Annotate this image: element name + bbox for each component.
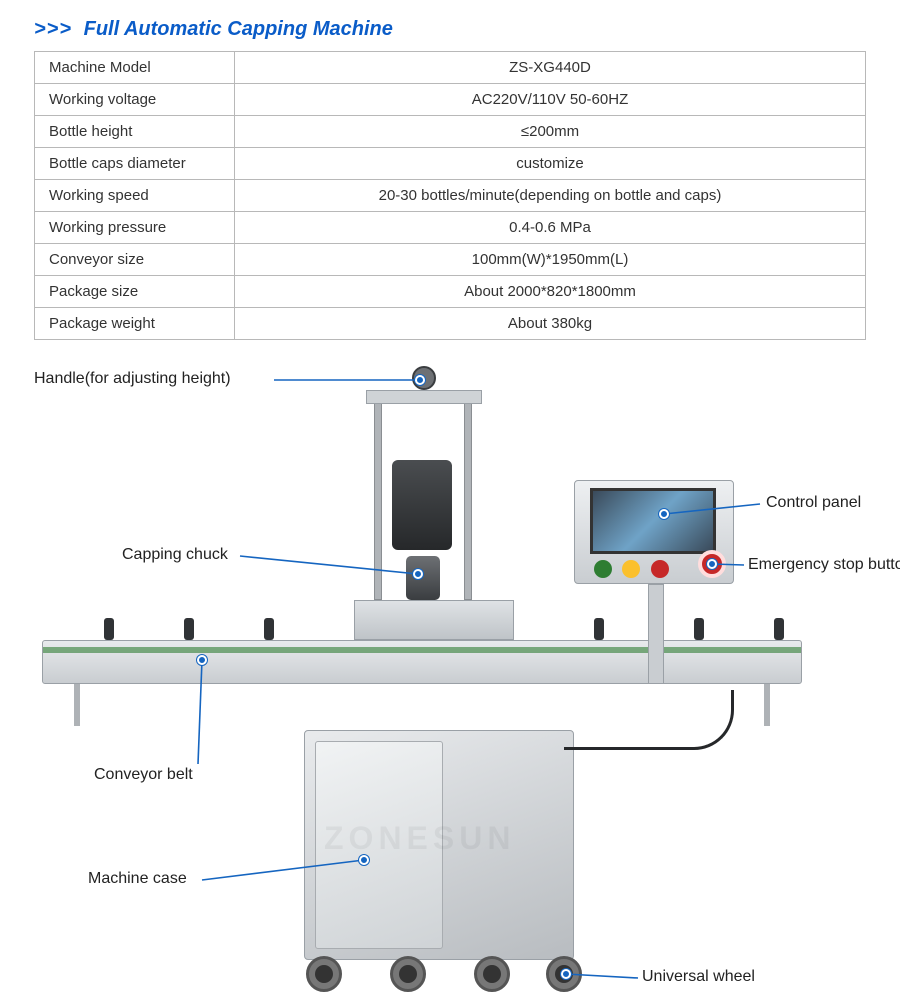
guide-knob [774, 618, 784, 640]
callout-label-case: Machine case [88, 870, 187, 888]
callout-dot-chuck [413, 569, 423, 579]
conveyor-leg [74, 684, 80, 726]
callout-dot-conveyor [197, 655, 207, 665]
column-plate [354, 600, 514, 640]
spec-value: customize [235, 148, 866, 180]
machine-case-shape [304, 730, 574, 960]
spec-table: Machine ModelZS-XG440D Working voltageAC… [34, 51, 866, 340]
spec-value: About 380kg [235, 308, 866, 340]
spec-value: AC220V/110V 50-60HZ [235, 84, 866, 116]
spec-label: Bottle height [35, 116, 235, 148]
spec-label: Working pressure [35, 212, 235, 244]
table-row: Package sizeAbout 2000*820*1800mm [35, 276, 866, 308]
frame-top-bar [366, 390, 482, 404]
table-row: Bottle caps diametercustomize [35, 148, 866, 180]
heading-arrows: >>> [34, 18, 72, 40]
table-row: Package weightAbout 380kg [35, 308, 866, 340]
table-row: Working speed20-30 bottles/minute(depend… [35, 180, 866, 212]
callout-dot-estop [707, 559, 717, 569]
callout-label-wheel: Universal wheel [642, 968, 755, 986]
spec-label: Conveyor size [35, 244, 235, 276]
table-row: Working voltageAC220V/110V 50-60HZ [35, 84, 866, 116]
table-row: Bottle height≤200mm [35, 116, 866, 148]
callout-dot-wheel [561, 969, 571, 979]
stop-button-icon [651, 560, 669, 578]
spec-table-body: Machine ModelZS-XG440D Working voltageAC… [35, 52, 866, 340]
lead-chuck [240, 556, 418, 574]
control-screen [590, 488, 716, 554]
spec-label: Machine Model [35, 52, 235, 84]
frame-post [464, 400, 472, 600]
spec-value: 0.4-0.6 MPa [235, 212, 866, 244]
machine-diagram: ZONESUN Handle(for adjusting height) Cap… [34, 360, 866, 990]
frame-post [374, 400, 382, 600]
guide-knob [184, 618, 194, 640]
guide-knob [264, 618, 274, 640]
spec-label: Package weight [35, 308, 235, 340]
spec-label: Package size [35, 276, 235, 308]
callout-dot-case [359, 855, 369, 865]
capping-chuck-shape [406, 556, 440, 600]
callout-label-panel: Control panel [766, 494, 861, 512]
control-post [648, 584, 664, 684]
caster-wheel [390, 956, 426, 992]
caster-wheel [474, 956, 510, 992]
callout-label-estop: Emergency stop button [748, 556, 900, 574]
spec-label: Working speed [35, 180, 235, 212]
start-button-icon [594, 560, 612, 578]
callout-label-handle: Handle(for adjusting height) [34, 370, 231, 388]
conveyor-leg [764, 684, 770, 726]
conveyor-belt-shape [42, 640, 802, 684]
table-row: Conveyor size100mm(W)*1950mm(L) [35, 244, 866, 276]
caster-wheel [306, 956, 342, 992]
table-row: Working pressure0.4-0.6 MPa [35, 212, 866, 244]
page-heading: >>> Full Automatic Capping Machine [34, 18, 866, 41]
control-buttons [594, 560, 675, 583]
spec-value: 20-30 bottles/minute(depending on bottle… [235, 180, 866, 212]
callout-dot-panel [659, 509, 669, 519]
callout-dot-handle [415, 375, 425, 385]
spec-value: ZS-XG440D [235, 52, 866, 84]
guide-knob [594, 618, 604, 640]
spec-label: Bottle caps diameter [35, 148, 235, 180]
spec-value: About 2000*820*1800mm [235, 276, 866, 308]
pause-button-icon [622, 560, 640, 578]
spec-value: ≤200mm [235, 116, 866, 148]
spec-value: 100mm(W)*1950mm(L) [235, 244, 866, 276]
guide-knob [104, 618, 114, 640]
table-row: Machine ModelZS-XG440D [35, 52, 866, 84]
capping-motor [392, 460, 452, 550]
cable [564, 690, 734, 750]
guide-knob [694, 618, 704, 640]
spec-label: Working voltage [35, 84, 235, 116]
callout-label-chuck: Capping chuck [122, 546, 228, 564]
callout-label-conveyor: Conveyor belt [94, 766, 193, 784]
heading-title: Full Automatic Capping Machine [84, 18, 393, 40]
